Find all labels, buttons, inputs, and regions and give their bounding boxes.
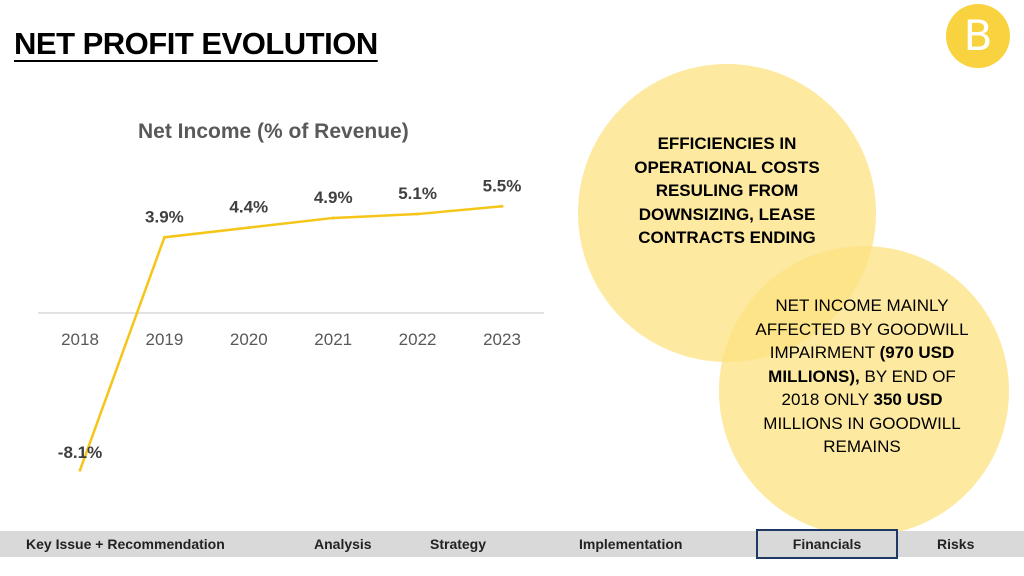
x-tick-label-2023: 2023 bbox=[483, 330, 521, 349]
goodwill-text-part2: (970 USD MILLIONS), bbox=[768, 343, 955, 386]
callout-bubble-goodwill bbox=[719, 246, 1009, 536]
chart-title: Net Income (% of Revenue) bbox=[138, 120, 409, 143]
callout-efficiencies-text: EFFICIENCIES IN OPERATIONAL COSTS RESULI… bbox=[634, 134, 820, 247]
goodwill-text-part5: MILLIONS IN GOODWILL REMAINS bbox=[763, 413, 961, 457]
nav-implementation[interactable]: Implementation bbox=[579, 536, 683, 552]
callout-goodwill-text: NET INCOME MAINLY AFFECTED BY GOODWILL I… bbox=[755, 294, 969, 459]
x-tick-label-2019: 2019 bbox=[145, 330, 183, 349]
brand-logo: B bbox=[946, 4, 1010, 68]
nav-key-issue[interactable]: Key Issue + Recommendation bbox=[26, 536, 225, 552]
data-point-2018 bbox=[78, 468, 82, 472]
nav-strategy[interactable]: Strategy bbox=[430, 536, 487, 552]
goodwill-text-part1: NET INCOME MAINLY AFFECTED BY GOODWILL I… bbox=[755, 296, 969, 362]
data-point-2023 bbox=[500, 204, 504, 208]
bottom-navigation-bar: Key Issue + Recommendation Analysis Stra… bbox=[0, 529, 1024, 559]
data-label-2021: 4.9% bbox=[314, 188, 353, 207]
data-point-2022 bbox=[416, 212, 420, 216]
page-title: NET PROFIT EVOLUTION bbox=[14, 26, 378, 61]
data-label-2022: 5.1% bbox=[398, 184, 437, 203]
nav-financials[interactable]: Financials bbox=[756, 529, 898, 559]
x-tick-label-2020: 2020 bbox=[230, 330, 268, 349]
data-label-2023: 5.5% bbox=[483, 176, 522, 195]
x-tick-label-2022: 2022 bbox=[399, 330, 437, 349]
nav-risks[interactable]: Risks bbox=[937, 536, 975, 552]
goodwill-text-part4: 350 USD bbox=[873, 390, 943, 409]
data-point-2020 bbox=[247, 226, 251, 230]
data-point-2019 bbox=[162, 235, 166, 239]
data-point-2021 bbox=[331, 216, 335, 220]
goodwill-text-part3: BY END OF 2018 ONLY bbox=[781, 366, 956, 410]
nav-analysis[interactable]: Analysis bbox=[314, 536, 372, 552]
series-line-net-income bbox=[78, 205, 503, 471]
data-label-2019: 3.9% bbox=[145, 207, 184, 226]
data-label-2018: -8.1% bbox=[58, 443, 102, 462]
x-tick-label-2018: 2018 bbox=[61, 330, 99, 349]
data-label-2020: 4.4% bbox=[229, 198, 268, 217]
x-tick-label-2021: 2021 bbox=[314, 330, 352, 349]
